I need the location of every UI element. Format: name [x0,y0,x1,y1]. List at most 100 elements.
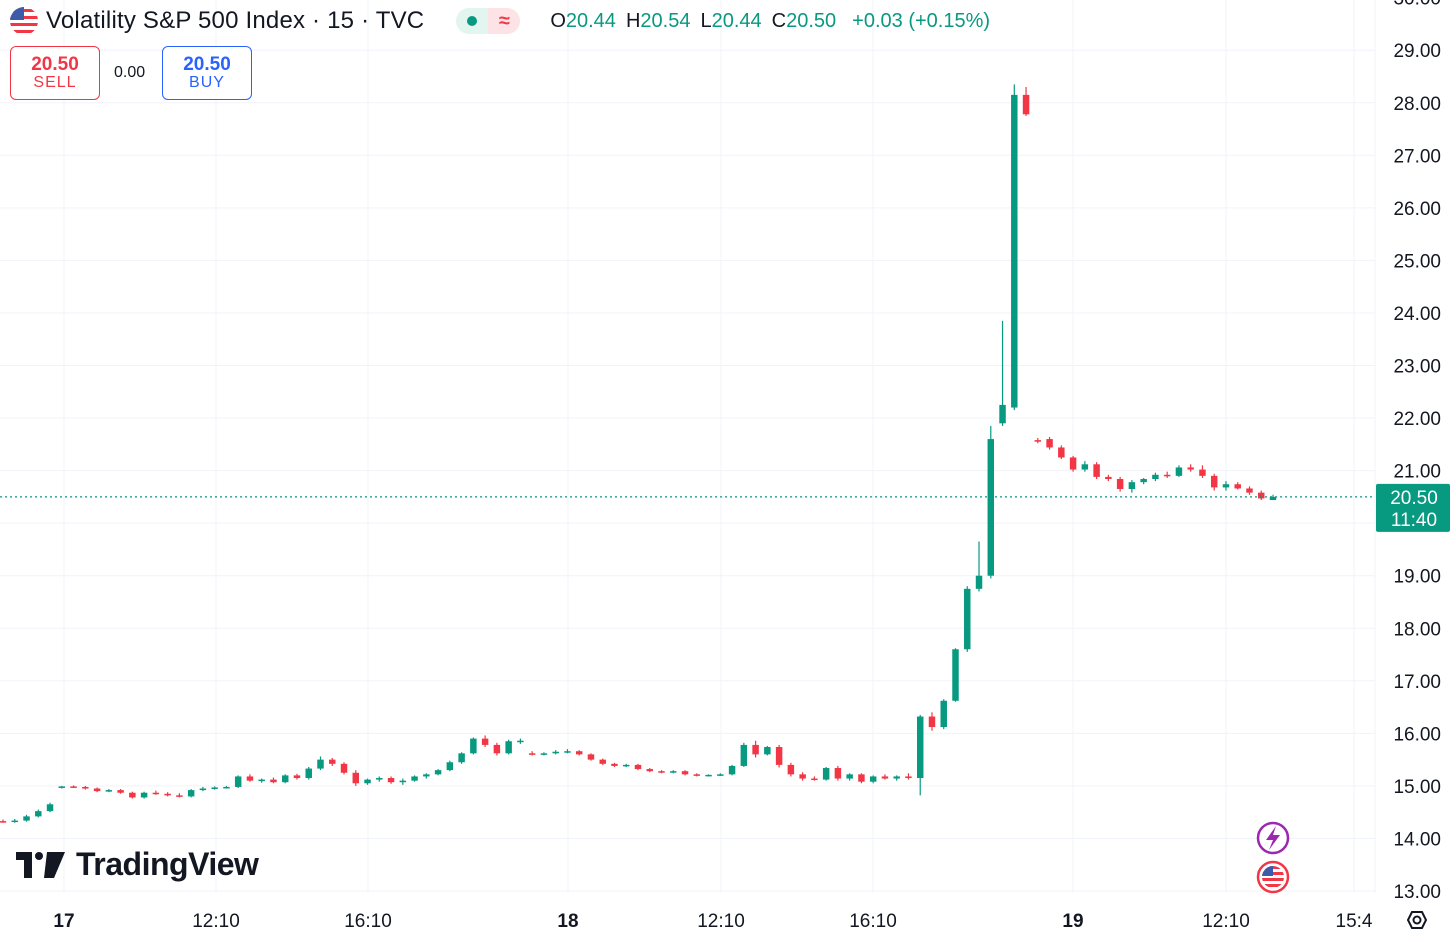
candle-body [1199,469,1206,476]
candle-body [552,751,559,754]
candle [552,750,559,755]
candle-body [1258,492,1265,499]
candle-body [952,649,959,701]
price-tick-label: 17.00 [1393,672,1441,693]
time-tick-label: 12:10 [697,911,745,932]
price-change: +0.03 (+0.15%) [852,9,991,32]
candle-body [752,744,759,755]
candle-body [93,788,101,792]
candle-body [387,778,395,783]
candle-body [517,740,524,743]
candle-body [423,774,430,777]
candle-body [493,744,501,754]
price-tick-label: 29.00 [1393,41,1441,62]
candle-body [1105,476,1112,480]
status-pill[interactable]: ≈ [456,8,521,34]
candle-body [987,439,995,576]
candle-body [611,763,618,766]
candle-body [35,811,42,817]
candle [1187,464,1194,472]
candle [846,773,853,781]
flag-us-icon[interactable] [1256,860,1290,894]
candle [658,770,665,774]
price-tick-label: 14.00 [1393,829,1441,850]
last-price-value: 20.50 [1390,488,1438,509]
candle-body [717,774,724,776]
candle-body [1081,464,1089,470]
candle-body [575,751,583,755]
last-price-label-bg [1376,483,1450,532]
candle [1163,471,1171,478]
candle-body [964,588,971,650]
open-key: O [550,9,566,32]
price-tick-label: 27.00 [1393,146,1441,167]
candle-body [470,738,477,754]
candle [1011,84,1018,411]
candle [58,785,66,789]
candle-body [564,751,571,753]
time-tick-label: 12:10 [192,911,240,932]
candle [1246,486,1253,495]
candle-body [11,820,18,823]
buy-button[interactable]: 20.50 BUY [162,46,252,100]
low-key: L [700,9,712,32]
flag-us-icon [10,7,38,35]
time-tick-label: 16:10 [344,911,392,932]
candle [752,740,759,758]
tradingview-logo[interactable]: TradingView [16,846,259,883]
candle [281,774,289,784]
candle-body [164,793,171,796]
candle-body [281,775,289,783]
candle [458,752,465,764]
candle [564,749,571,754]
candle [246,774,254,782]
price-axis[interactable]: 13.0014.0015.0016.0017.0018.0019.0020.00… [1393,0,1441,903]
candle [517,738,524,744]
candle-body [787,764,795,775]
candle [881,774,889,780]
candle [423,773,430,779]
candle [1140,477,1147,485]
candle-body [234,776,242,787]
candle [105,789,113,793]
symbol-title[interactable]: Volatility S&P 500 Index · 15 · TVC [46,7,425,34]
candle-body [634,764,642,770]
candle [211,786,218,790]
candle [364,778,371,785]
price-tick-label: 28.00 [1393,94,1441,115]
sell-price: 20.50 [31,53,79,75]
candle [1081,461,1089,472]
candle-body [58,786,66,788]
time-axis[interactable]: 17 12:10 16:10 18 12:10 16:10 19 12:10 15:4 [53,911,1372,932]
sell-label: SELL [33,73,77,91]
settings-icon[interactable] [1406,911,1428,929]
candle [234,775,242,789]
candle [764,745,771,756]
candle-body [1058,447,1065,458]
candle [35,809,42,818]
candle-body [1140,479,1147,483]
candle-body [799,774,806,779]
candle [199,786,207,792]
open-value: 20.44 [565,9,616,32]
candle-body [223,786,230,789]
candle [317,756,324,771]
candle-body [893,776,900,779]
lightning-icon[interactable] [1256,821,1290,855]
candle [1105,474,1112,482]
candle [999,320,1006,426]
candle-body [834,768,842,779]
price-tick-label: 13.00 [1393,882,1441,903]
high-key: H [625,9,641,32]
candle-body [340,763,348,773]
last-price-label: 20.50 11:40 [1376,483,1450,532]
candle [270,777,277,784]
candle [23,814,30,822]
sell-button[interactable]: 20.50 SELL [10,46,100,100]
candle-body [587,754,595,760]
candle-body [481,738,489,745]
data-delayed-indicator: ≈ [488,8,521,34]
candle [1199,465,1206,478]
candle [1152,472,1159,482]
